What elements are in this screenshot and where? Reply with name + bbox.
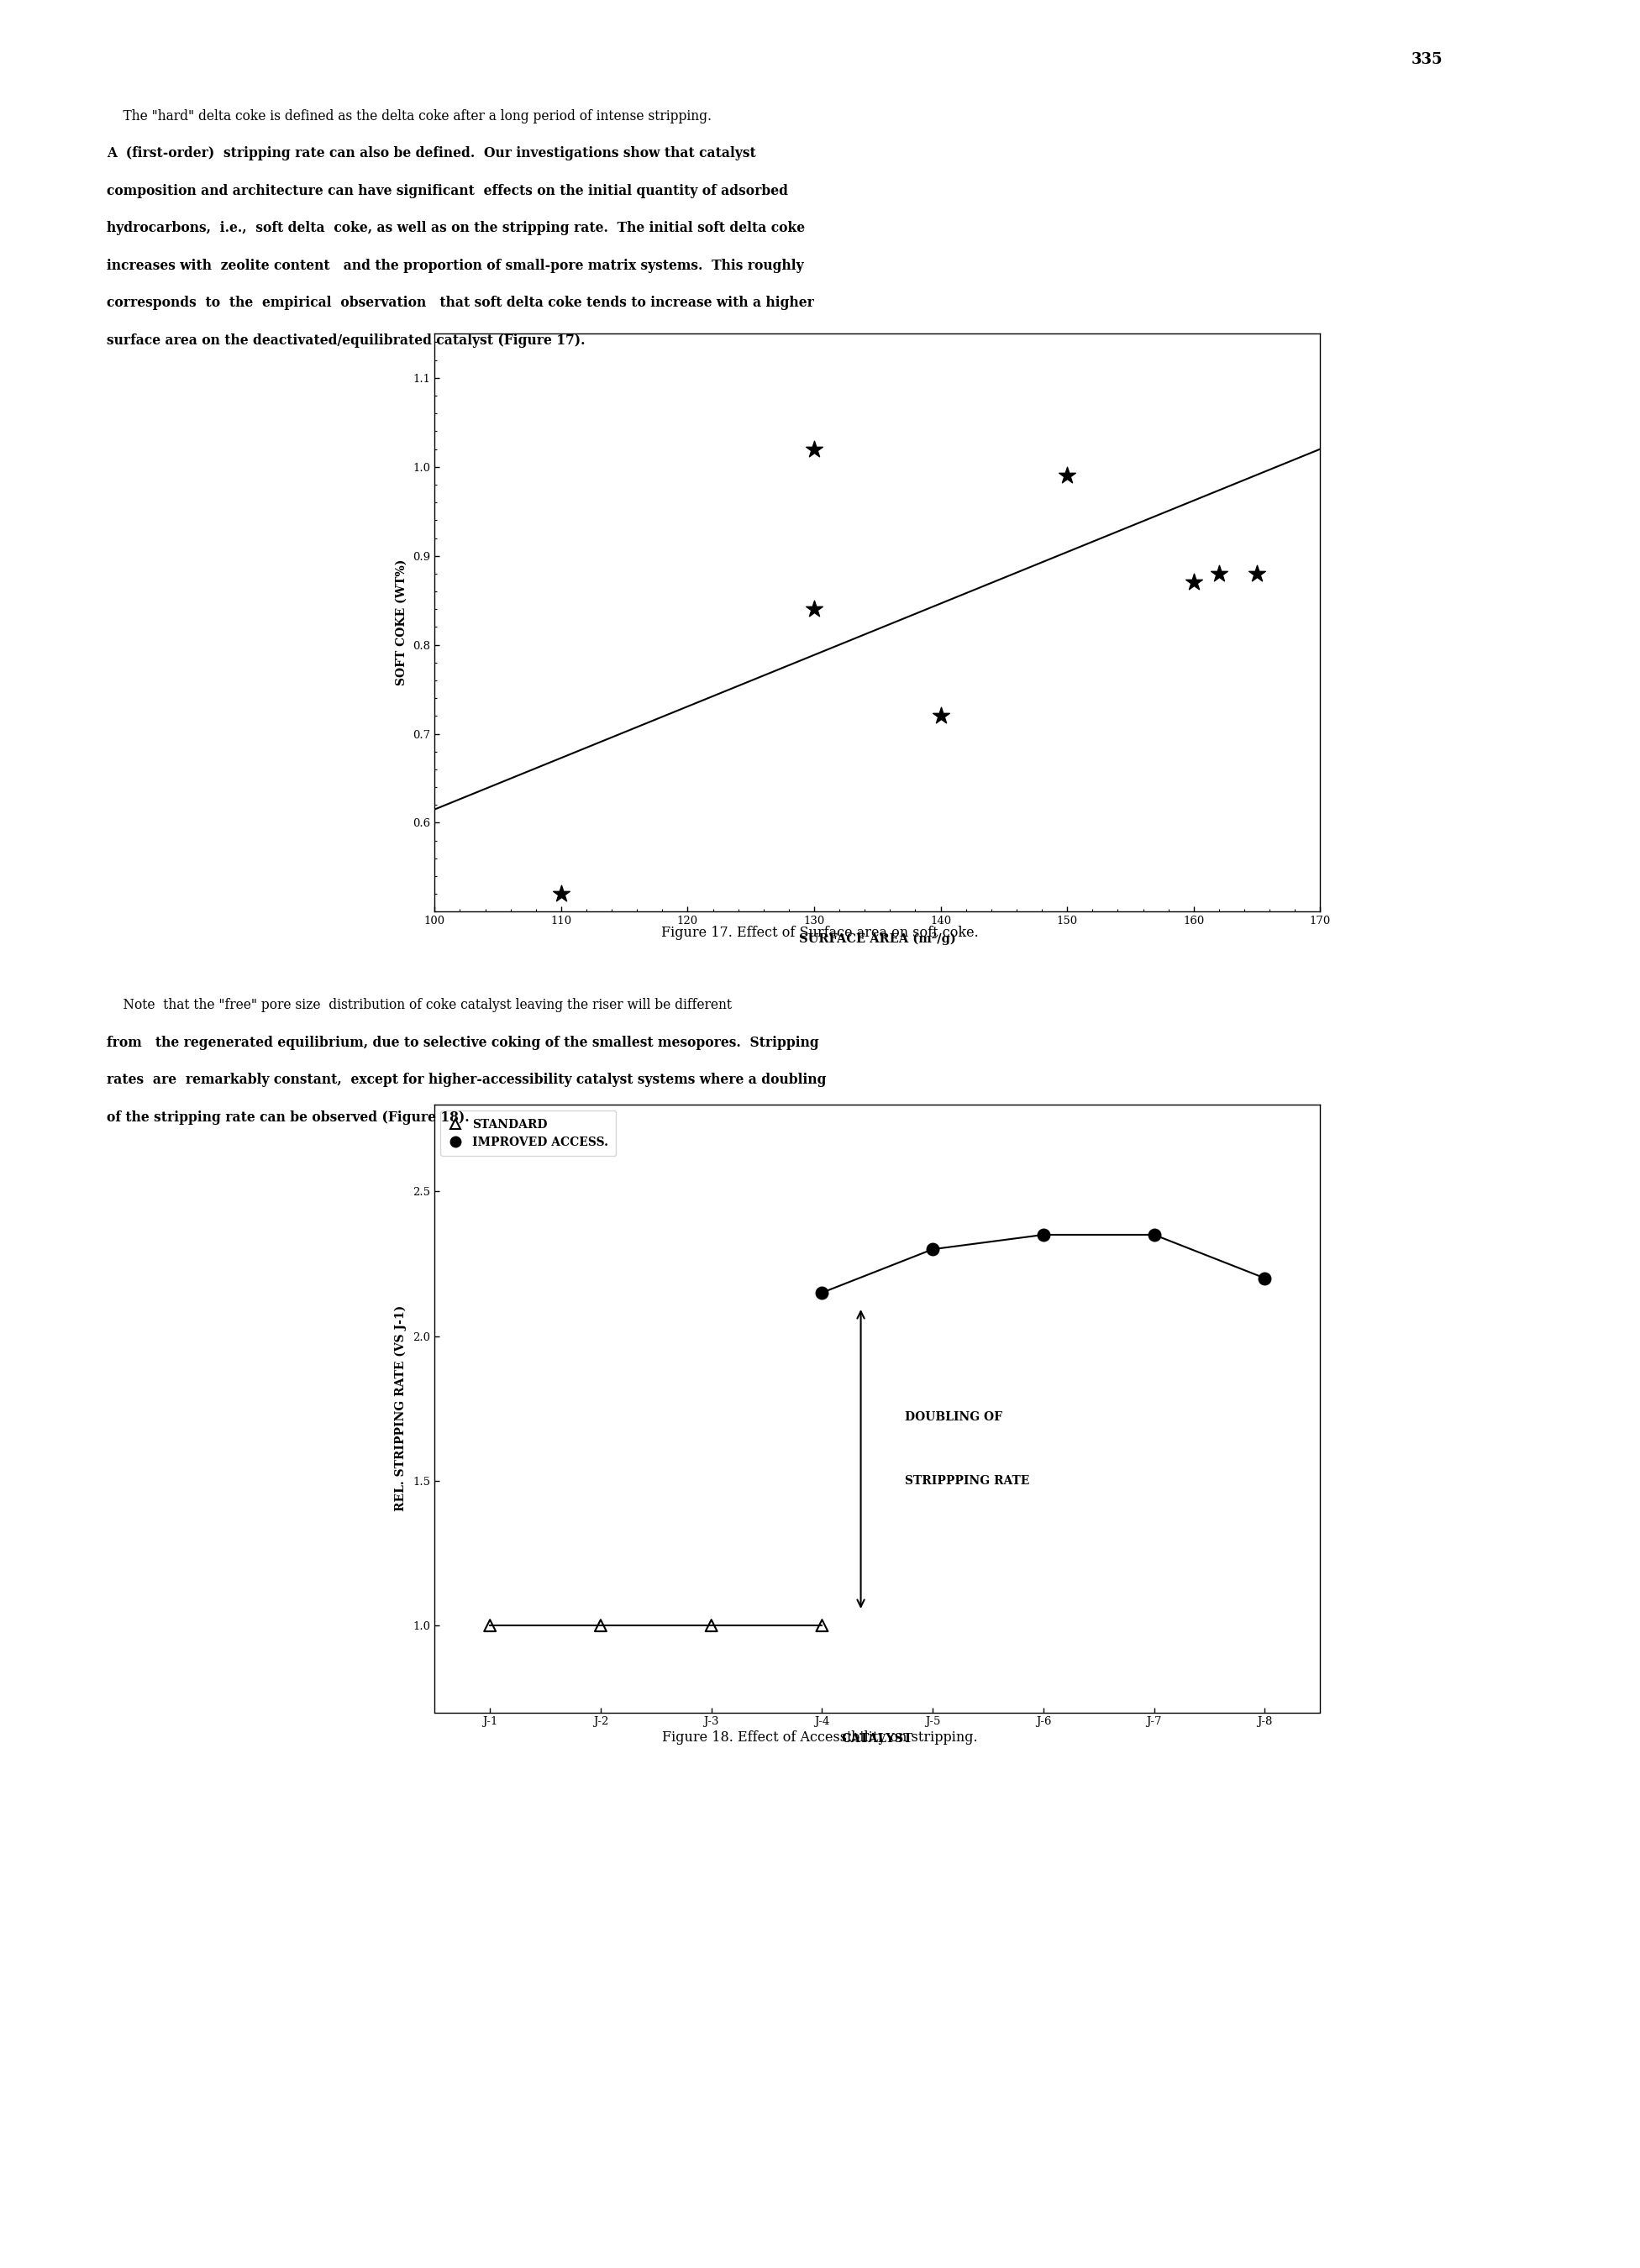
Point (1181, 565, 1207, 601)
Point (548, 875, 574, 912)
Point (699, 1608, 725, 1644)
Text: rates  are  remarkably constant,  except for higher-accessibility catalyst syste: rates are remarkably constant, except fo… (107, 1073, 827, 1086)
Point (800, 431, 827, 467)
Text: A  (first-order)  stripping rate can also be defined.  Our investigations show t: A (first-order) stripping rate can also … (107, 147, 756, 161)
Text: surface area on the deactivated/equilibrated catalyst (Figure 17).: surface area on the deactivated/equilibr… (107, 333, 585, 347)
Text: The "hard" delta coke is defined as the delta coke after a long period of intens: The "hard" delta coke is defined as the … (107, 109, 712, 122)
Point (809, 1275, 835, 1311)
Point (1055, 458, 1081, 494)
Text: Note  that the "free" pore size  distribution of coke catalyst leaving the riser: Note that the "free" pore size distribut… (107, 998, 731, 1012)
Point (800, 592, 827, 628)
Point (809, 1608, 835, 1644)
Y-axis label: REL. STRIPPING RATE (VS J-1): REL. STRIPPING RATE (VS J-1) (395, 1306, 407, 1510)
Point (1030, 1216, 1056, 1252)
Point (477, 1608, 503, 1644)
Point (1205, 556, 1232, 592)
Point (587, 1608, 613, 1644)
Text: from   the regenerated equilibrium, due to selective coking of the smallest meso: from the regenerated equilibrium, due to… (107, 1034, 818, 1050)
X-axis label: SURFACE AREA (m²/g): SURFACE AREA (m²/g) (799, 932, 956, 946)
Text: composition and architecture can have significant  effects on the initial quanti: composition and architecture can have si… (107, 184, 787, 197)
X-axis label: CATALYST: CATALYST (841, 1733, 913, 1744)
Point (1243, 556, 1269, 592)
Text: DOUBLING OF: DOUBLING OF (905, 1411, 1002, 1422)
Text: Figure 17. Effect of Surface area on soft coke.: Figure 17. Effect of Surface area on sof… (661, 925, 979, 939)
Y-axis label: SOFT COKE (WT%): SOFT COKE (WT%) (395, 560, 407, 685)
Point (928, 699, 954, 735)
Text: 335: 335 (1410, 52, 1443, 68)
Text: corresponds  to  the  empirical  observation   that soft delta coke tends to inc: corresponds to the empirical observation… (107, 297, 813, 311)
Legend: STANDARD, IMPROVED ACCESS.: STANDARD, IMPROVED ACCESS. (441, 1111, 617, 1157)
Point (920, 1232, 946, 1268)
Point (1251, 1261, 1278, 1297)
Point (1141, 1216, 1168, 1252)
Text: Figure 18. Effect of Accessibility on stripping.: Figure 18. Effect of Accessibility on st… (663, 1730, 977, 1744)
Text: hydrocarbons,  i.e.,  soft delta  coke, as well as on the stripping rate.  The i: hydrocarbons, i.e., soft delta coke, as … (107, 222, 805, 236)
Text: of the stripping rate can be observed (Figure 18).: of the stripping rate can be observed (F… (107, 1109, 469, 1125)
Text: STRIPPPING RATE: STRIPPPING RATE (905, 1474, 1030, 1486)
Text: increases with  zeolite content   and the proportion of small-pore matrix system: increases with zeolite content and the p… (107, 259, 804, 272)
